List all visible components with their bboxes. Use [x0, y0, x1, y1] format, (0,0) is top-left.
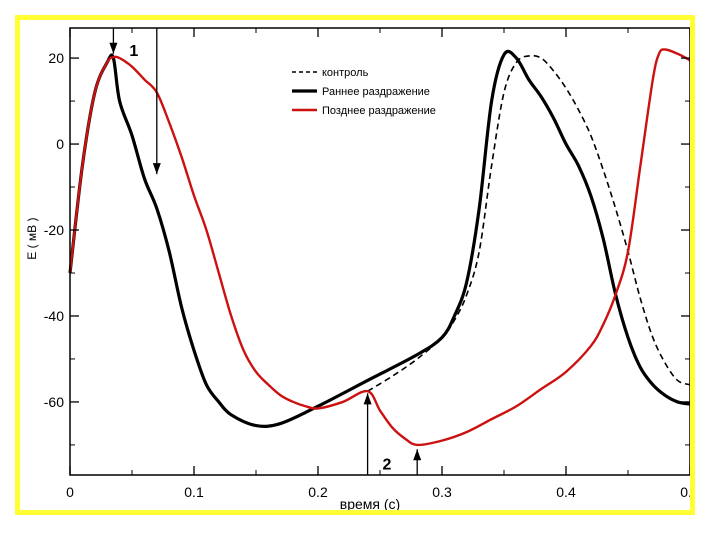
- y-tick-label: -40: [44, 308, 64, 324]
- series-line-control: [367, 54, 690, 392]
- arrow-head: [152, 163, 161, 175]
- line-chart: 00.10.20.30.40.5 200-20-40-60 время (с) …: [25, 27, 690, 510]
- legend: контроль Раннее раздражение Позднее разд…: [292, 67, 436, 117]
- series-line-late: [68, 48, 690, 447]
- x-tick-label: 0.3: [432, 484, 452, 500]
- chart-frame: 00.10.20.30.40.5 200-20-40-60 время (с) …: [15, 15, 695, 515]
- arrow-head: [413, 449, 422, 461]
- arrow-head: [363, 393, 372, 405]
- x-tick-label: 0: [66, 484, 74, 500]
- legend-label-control: контроль: [322, 67, 369, 79]
- y-axis: 20 0 -20 -40 -60: [44, 50, 690, 446]
- legend-label-early: Раннее раздражение: [322, 86, 430, 98]
- x-tick-label: 0.5: [680, 484, 690, 500]
- y-axis-label: E ( мВ ): [25, 217, 39, 259]
- y-tick-label: -60: [44, 394, 64, 410]
- y-tick-label: 0: [56, 136, 64, 152]
- annotations-group: 12: [109, 28, 422, 475]
- arrow-head: [109, 42, 118, 54]
- x-axis-label: время (с): [340, 496, 400, 510]
- series-group: [68, 48, 690, 447]
- x-tick-label: 0.1: [184, 484, 204, 500]
- legend-label-late: Позднее раздражение: [322, 105, 436, 117]
- x-tick-label: 0.4: [556, 484, 576, 500]
- y-tick-label: 20: [48, 50, 64, 66]
- annotation-label-1: 1: [129, 43, 138, 60]
- x-axis: 0 0.1 0.2 0.3 0.4 0.5: [66, 28, 690, 500]
- x-tick-label: 0.2: [308, 484, 328, 500]
- annotation-label-2: 2: [383, 456, 392, 473]
- y-tick-label: -20: [44, 222, 64, 238]
- series-line-early: [68, 49, 690, 428]
